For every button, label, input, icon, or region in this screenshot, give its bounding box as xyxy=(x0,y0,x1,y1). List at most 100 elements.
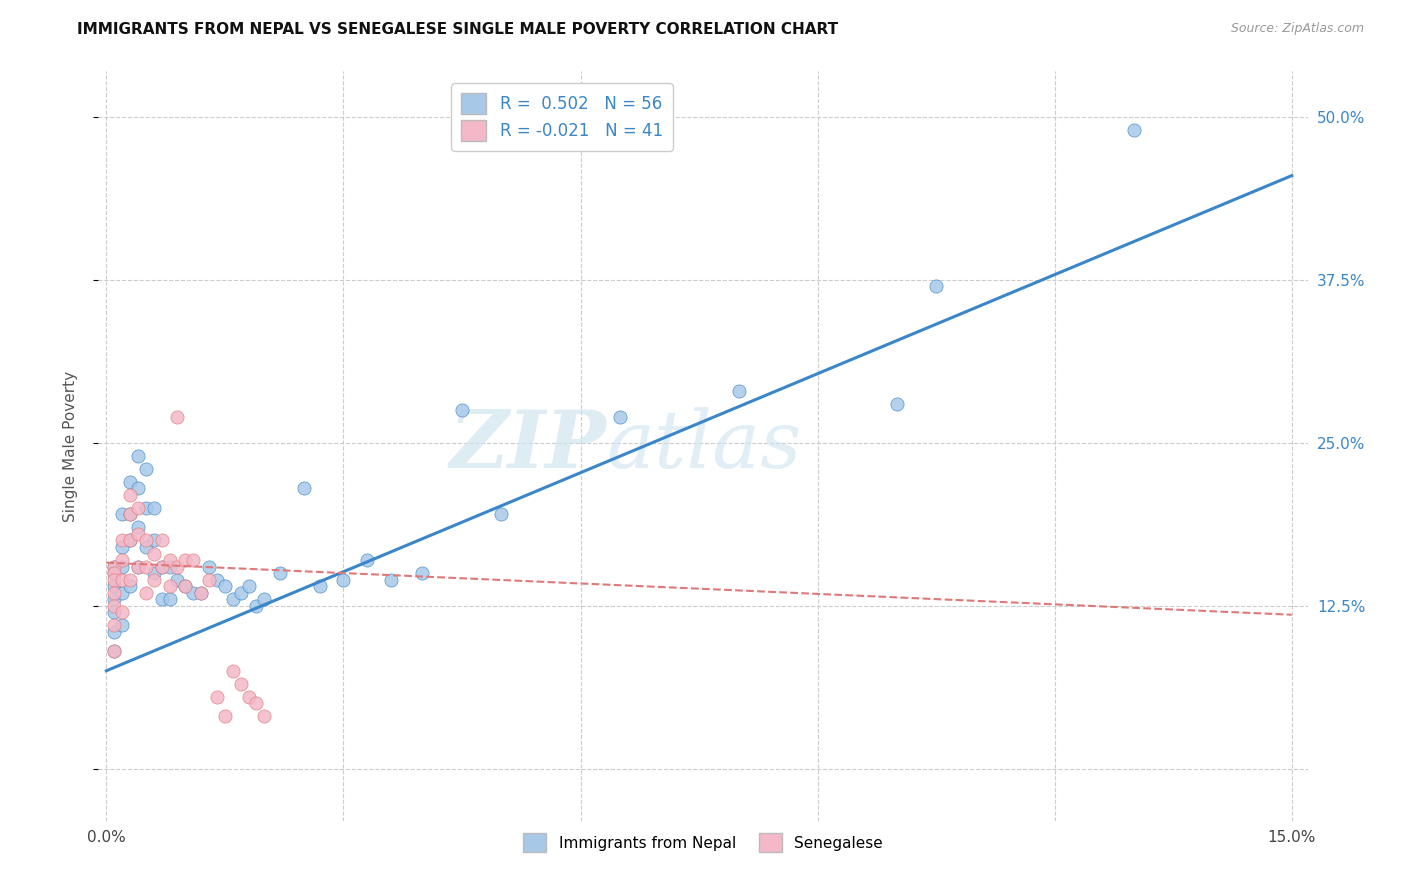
Point xyxy=(103,605,125,619)
Point xyxy=(103,559,125,574)
Point xyxy=(150,559,173,574)
Point xyxy=(118,508,141,522)
Point xyxy=(727,384,749,398)
Point xyxy=(253,709,276,723)
Point xyxy=(886,397,908,411)
Point xyxy=(111,618,134,632)
Point xyxy=(103,644,125,658)
Point xyxy=(159,592,181,607)
Point xyxy=(103,573,125,587)
Point xyxy=(174,579,197,593)
Point xyxy=(111,573,134,587)
Point xyxy=(127,559,149,574)
Point xyxy=(127,449,149,463)
Point xyxy=(127,520,149,534)
Point xyxy=(198,559,221,574)
Point xyxy=(174,553,197,567)
Point xyxy=(127,527,149,541)
Point xyxy=(190,585,212,599)
Point xyxy=(103,566,125,580)
Point xyxy=(205,690,228,704)
Point xyxy=(205,573,228,587)
Point xyxy=(222,592,245,607)
Point xyxy=(111,540,134,554)
Point xyxy=(159,559,181,574)
Point xyxy=(198,573,221,587)
Point xyxy=(118,579,141,593)
Text: Source: ZipAtlas.com: Source: ZipAtlas.com xyxy=(1230,22,1364,36)
Point xyxy=(111,508,134,522)
Point xyxy=(174,579,197,593)
Point xyxy=(135,540,157,554)
Point xyxy=(135,559,157,574)
Point xyxy=(190,585,212,599)
Point xyxy=(135,462,157,476)
Point xyxy=(253,592,276,607)
Point xyxy=(166,573,188,587)
Point xyxy=(118,533,141,548)
Point xyxy=(135,500,157,515)
Point xyxy=(269,566,291,580)
Y-axis label: Single Male Poverty: Single Male Poverty xyxy=(63,370,77,522)
Point xyxy=(491,508,513,522)
Point xyxy=(245,599,267,613)
Point xyxy=(118,573,141,587)
Point xyxy=(103,618,125,632)
Point xyxy=(214,579,236,593)
Point xyxy=(118,488,141,502)
Point xyxy=(238,579,260,593)
Point xyxy=(142,500,165,515)
Point xyxy=(229,677,252,691)
Point xyxy=(166,559,188,574)
Point xyxy=(103,644,125,658)
Point xyxy=(245,697,267,711)
Point xyxy=(609,409,631,424)
Point xyxy=(222,664,245,678)
Point xyxy=(159,579,181,593)
Point xyxy=(103,566,125,580)
Point xyxy=(181,585,204,599)
Legend: Immigrants from Nepal, Senegalese: Immigrants from Nepal, Senegalese xyxy=(517,827,889,858)
Point xyxy=(451,403,474,417)
Point xyxy=(135,533,157,548)
Point xyxy=(103,585,125,599)
Point xyxy=(142,573,165,587)
Point xyxy=(118,475,141,489)
Point xyxy=(103,592,125,607)
Point xyxy=(166,409,188,424)
Point xyxy=(332,573,354,587)
Point xyxy=(159,553,181,567)
Point xyxy=(181,553,204,567)
Point xyxy=(127,500,149,515)
Point xyxy=(103,599,125,613)
Point xyxy=(111,559,134,574)
Point xyxy=(292,481,315,495)
Point xyxy=(1122,123,1144,137)
Point xyxy=(925,279,948,293)
Point xyxy=(142,547,165,561)
Point xyxy=(150,559,173,574)
Point xyxy=(238,690,260,704)
Point xyxy=(214,709,236,723)
Point xyxy=(103,579,125,593)
Point xyxy=(308,579,330,593)
Point xyxy=(103,559,125,574)
Point xyxy=(118,533,141,548)
Text: IMMIGRANTS FROM NEPAL VS SENEGALESE SINGLE MALE POVERTY CORRELATION CHART: IMMIGRANTS FROM NEPAL VS SENEGALESE SING… xyxy=(77,22,838,37)
Point xyxy=(127,559,149,574)
Point xyxy=(111,553,134,567)
Text: atlas: atlas xyxy=(606,408,801,484)
Point xyxy=(111,585,134,599)
Point xyxy=(111,605,134,619)
Point xyxy=(127,481,149,495)
Point xyxy=(103,624,125,639)
Point xyxy=(150,533,173,548)
Point xyxy=(150,592,173,607)
Text: ZIP: ZIP xyxy=(450,408,606,484)
Point xyxy=(142,533,165,548)
Point xyxy=(111,533,134,548)
Point xyxy=(142,566,165,580)
Point xyxy=(356,553,378,567)
Point xyxy=(135,585,157,599)
Point xyxy=(118,508,141,522)
